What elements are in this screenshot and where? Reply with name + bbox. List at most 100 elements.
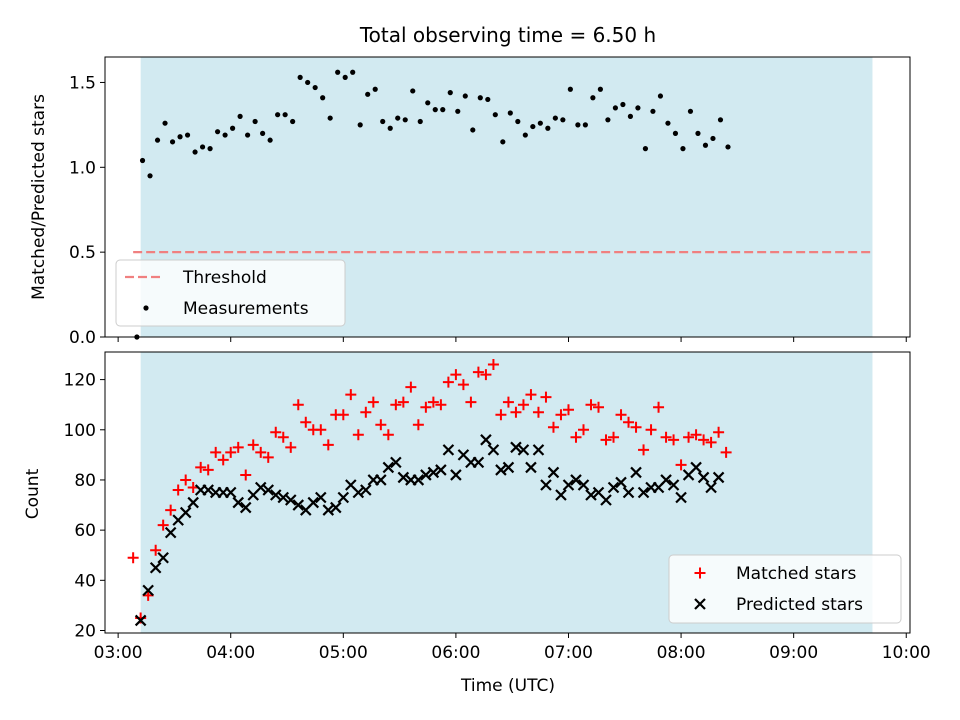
predicted-star-point xyxy=(450,469,462,481)
measurement-point xyxy=(432,107,438,113)
matched-star-point xyxy=(390,399,402,411)
predicted-star-point xyxy=(495,464,507,476)
matched-star-point xyxy=(570,431,582,443)
measurement-point xyxy=(380,118,386,125)
measurement-point xyxy=(522,132,528,138)
x-axis-label: Time (UTC) xyxy=(460,676,555,696)
legend-predicted-swatch xyxy=(694,598,706,610)
measurement-point xyxy=(507,110,513,116)
measurement-point xyxy=(627,113,634,119)
predicted-star-point xyxy=(480,434,492,446)
matched-star-point xyxy=(562,404,574,416)
measurement-point xyxy=(477,95,483,101)
predicted-star-point xyxy=(315,491,327,504)
matched-star-point xyxy=(638,444,650,456)
measurement-point xyxy=(440,107,446,113)
predicted-star-point xyxy=(277,491,290,504)
measurement-point xyxy=(395,115,401,121)
x-tick-label: 03:00 xyxy=(94,643,143,663)
predicted-star-point xyxy=(585,489,597,501)
predicted-star-point xyxy=(337,491,350,504)
predicted-star-point xyxy=(675,491,687,504)
predicted-star-point xyxy=(412,474,425,486)
top-y-tick-label: 1.0 xyxy=(69,158,96,178)
measurement-point xyxy=(252,118,258,125)
matched-star-point xyxy=(668,434,680,446)
matched-star-point xyxy=(630,421,642,433)
matched-star-point xyxy=(690,429,702,441)
predicted-star-point xyxy=(134,614,147,627)
predicted-star-point xyxy=(352,486,365,499)
bottom-y-tick-label: 40 xyxy=(74,571,96,591)
matched-star-point xyxy=(502,396,514,408)
measurement-point xyxy=(560,117,566,123)
matched-star-point xyxy=(300,416,312,428)
measurement-point xyxy=(687,108,694,114)
predicted-star-point xyxy=(390,456,402,469)
bottom-y-tick-label: 100 xyxy=(64,421,96,441)
matched-star-point xyxy=(180,474,192,486)
predicted-star-point xyxy=(187,496,199,509)
bottom-panel: 20 40 60 80 100 120 03:00 04:00 05:00 06:00 07:00 0… xyxy=(64,351,931,663)
predicted-star-point xyxy=(555,489,567,501)
predicted-star-point xyxy=(202,484,214,496)
measurement-point xyxy=(537,120,543,126)
measurement-point xyxy=(597,86,603,92)
measurement-point xyxy=(229,125,236,131)
matched-star-point xyxy=(705,436,717,448)
legend-matched-swatch xyxy=(694,567,706,579)
matched-star-point xyxy=(345,389,357,401)
bottom-y-tick-label: 80 xyxy=(74,471,96,491)
measurement-point xyxy=(657,93,664,99)
bottom-y-tick-label: 20 xyxy=(74,621,96,641)
x-tick-label: 05:00 xyxy=(319,643,368,663)
matched-star-point xyxy=(525,389,537,401)
matched-star-point xyxy=(720,446,732,458)
measurement-point xyxy=(139,157,146,164)
measurement-point xyxy=(492,112,498,118)
matched-star-point xyxy=(255,446,267,458)
matched-star-point xyxy=(127,552,139,564)
predicted-star-point xyxy=(562,479,575,491)
predicted-star-point xyxy=(232,496,245,509)
matched-star-point xyxy=(165,504,177,516)
x-tick-label: 07:00 xyxy=(544,643,593,663)
measurement-point xyxy=(372,86,378,92)
predicted-star-point xyxy=(149,561,162,574)
measurement-point xyxy=(417,118,423,125)
top-panel: 0.0 0.5 1.0 1.5 Threshold Measurements xyxy=(69,56,911,348)
matched-star-point xyxy=(285,441,297,453)
measurement-point xyxy=(672,130,679,136)
predicted-star-point xyxy=(254,481,267,494)
measurement-point xyxy=(605,117,611,123)
matched-star-point xyxy=(262,451,274,463)
predicted-star-point xyxy=(547,466,560,479)
measurement-point xyxy=(237,113,243,119)
legend-threshold-label: Threshold xyxy=(182,268,267,288)
predicted-star-point xyxy=(712,471,725,484)
matched-star-point xyxy=(547,421,559,433)
measurement-point xyxy=(710,135,716,142)
predicted-star-point xyxy=(435,464,447,476)
predicted-star-point xyxy=(142,584,154,597)
matched-star-point xyxy=(450,369,462,381)
measurement-point xyxy=(357,122,363,128)
measurement-point xyxy=(650,108,656,114)
matched-star-point xyxy=(382,429,394,441)
measurement-point xyxy=(635,105,641,111)
bottom-y-tick-label: 120 xyxy=(64,371,96,391)
x-tick-label: 04:00 xyxy=(206,643,255,663)
predicted-star-point xyxy=(360,484,372,496)
matched-star-point xyxy=(698,434,710,446)
measurement-point xyxy=(192,149,198,155)
predicted-star-point xyxy=(510,441,522,454)
measurement-point xyxy=(530,123,536,130)
measurement-point xyxy=(282,112,288,118)
predicted-star-point xyxy=(607,481,620,494)
matched-star-point xyxy=(457,379,469,391)
measurement-point xyxy=(275,112,281,118)
measurement-point xyxy=(335,69,341,75)
matched-star-point xyxy=(277,431,289,443)
legend-matched-label: Matched stars xyxy=(736,564,856,584)
predicted-star-point xyxy=(269,489,282,501)
